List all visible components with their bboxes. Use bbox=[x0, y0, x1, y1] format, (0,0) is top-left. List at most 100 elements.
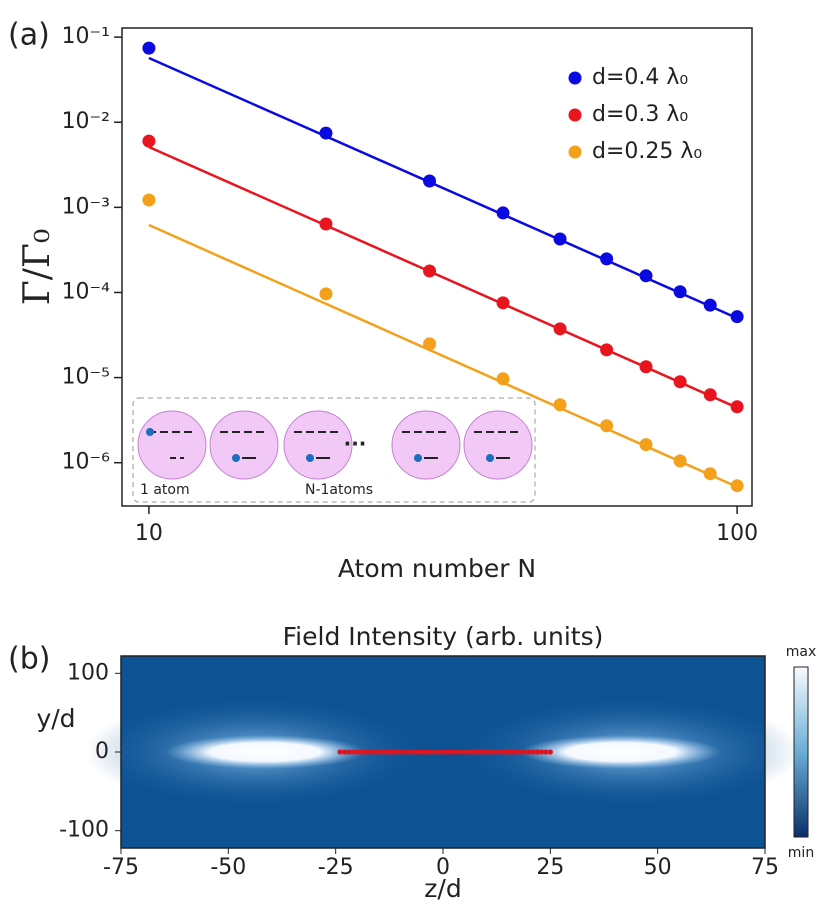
atom bbox=[517, 749, 523, 755]
data-point bbox=[730, 310, 744, 324]
data-point bbox=[553, 232, 567, 246]
y-axis-label: Γ/Γ₀ bbox=[17, 229, 58, 306]
atom bbox=[376, 749, 382, 755]
x-tick-label: 50 bbox=[644, 855, 672, 880]
glow-core bbox=[521, 735, 721, 769]
atom bbox=[440, 749, 446, 755]
colorbar-label: max bbox=[786, 644, 817, 660]
y-axis-label: y/d bbox=[36, 704, 75, 733]
x-tick-label: -50 bbox=[210, 855, 246, 880]
atom bbox=[418, 749, 425, 755]
legend-label: d=0.25 λ₀ bbox=[592, 139, 702, 164]
atom bbox=[534, 749, 541, 755]
atom bbox=[393, 749, 399, 755]
data-point bbox=[703, 388, 717, 402]
y-tick-label: -100 bbox=[59, 818, 109, 843]
atom bbox=[466, 749, 472, 755]
atom bbox=[401, 749, 407, 755]
data-point bbox=[703, 467, 717, 481]
y-tick-label: 0 bbox=[95, 739, 109, 764]
y-tick-label: 10⁻³ bbox=[62, 194, 110, 219]
atom bbox=[448, 749, 455, 755]
atom bbox=[526, 749, 532, 755]
x-tick-label: 25 bbox=[536, 855, 564, 880]
atom bbox=[543, 749, 549, 755]
legend-marker bbox=[568, 108, 582, 122]
data-point bbox=[673, 454, 687, 468]
electron bbox=[306, 454, 314, 462]
y-tick-label: 100 bbox=[67, 660, 109, 685]
atom bbox=[470, 749, 476, 755]
atom bbox=[414, 749, 420, 755]
fit-line bbox=[148, 223, 738, 489]
data-point bbox=[319, 126, 333, 140]
atom bbox=[341, 749, 347, 755]
y-tick-label: 10⁻⁵ bbox=[62, 365, 110, 390]
data-point bbox=[730, 400, 744, 414]
data-point bbox=[142, 41, 156, 55]
atom-icons bbox=[137, 410, 533, 480]
panel-label: (a) bbox=[8, 18, 50, 53]
atom bbox=[371, 749, 377, 755]
x-tick-label: -25 bbox=[318, 855, 354, 880]
atom bbox=[384, 749, 390, 755]
fit-line bbox=[148, 145, 738, 409]
atom bbox=[461, 749, 468, 755]
atom bbox=[436, 749, 442, 755]
atom bbox=[504, 749, 510, 755]
atom-icon bbox=[137, 410, 207, 480]
x-tick-label: 100 bbox=[716, 521, 758, 546]
atom bbox=[521, 749, 528, 755]
data-point bbox=[496, 372, 510, 386]
atom bbox=[363, 749, 369, 755]
atom bbox=[337, 749, 343, 755]
colorbar bbox=[793, 666, 809, 838]
panel-label: (b) bbox=[8, 642, 50, 677]
atom bbox=[453, 749, 459, 755]
data-point bbox=[600, 419, 614, 433]
data-point bbox=[496, 296, 510, 310]
legend-marker bbox=[568, 71, 582, 85]
inset-ellipsis: ... bbox=[344, 427, 367, 451]
data-point bbox=[639, 269, 653, 283]
electron bbox=[232, 454, 240, 462]
electron bbox=[486, 454, 494, 462]
atom bbox=[474, 749, 480, 755]
atom-icon bbox=[283, 410, 353, 480]
atom bbox=[496, 749, 502, 755]
x-axis-label: Atom number N bbox=[338, 554, 536, 583]
atom bbox=[427, 749, 433, 755]
data-point bbox=[703, 298, 717, 312]
chart-title: Field Intensity (arb. units) bbox=[283, 622, 604, 651]
colorbar-label: min bbox=[788, 845, 814, 861]
data-point bbox=[142, 134, 156, 148]
y-tick-label: 10⁻⁴ bbox=[62, 279, 111, 304]
data-point bbox=[673, 285, 687, 299]
data-point bbox=[319, 217, 333, 231]
atom bbox=[513, 749, 519, 755]
atom bbox=[397, 749, 403, 755]
atom bbox=[483, 749, 489, 755]
atom bbox=[547, 749, 553, 755]
atom-icon bbox=[391, 410, 461, 480]
data-point bbox=[319, 287, 333, 301]
glow-core bbox=[165, 735, 365, 769]
atom bbox=[491, 749, 498, 755]
x-tick-label: 10 bbox=[135, 521, 163, 546]
atom bbox=[410, 749, 416, 755]
atom bbox=[479, 749, 485, 755]
atom-icon bbox=[463, 410, 533, 480]
y-tick-label: 10⁻⁶ bbox=[62, 450, 111, 475]
atom bbox=[345, 749, 352, 755]
electron bbox=[146, 428, 154, 436]
data-point bbox=[639, 360, 653, 374]
fit-line bbox=[148, 56, 738, 320]
legend-label: d=0.4 λ₀ bbox=[592, 65, 688, 90]
data-point bbox=[423, 264, 437, 278]
atom bbox=[539, 749, 545, 755]
atom bbox=[380, 749, 386, 755]
x-tick-label: 0 bbox=[436, 855, 450, 880]
plot-frame bbox=[121, 27, 753, 507]
data-point bbox=[423, 174, 437, 188]
